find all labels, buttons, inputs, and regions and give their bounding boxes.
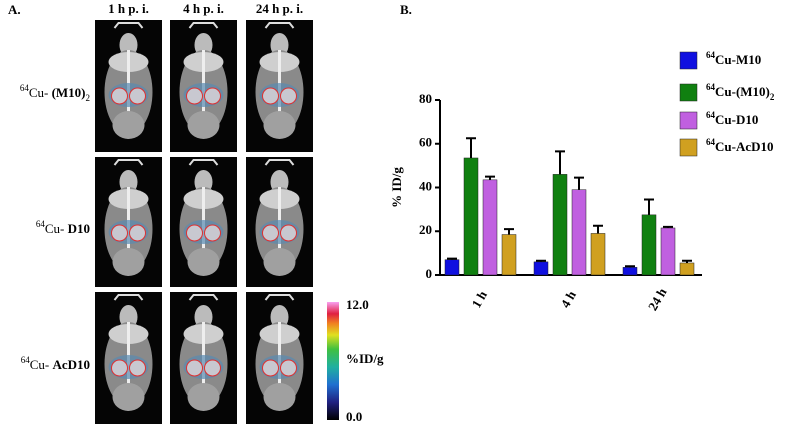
legend-swatch bbox=[679, 111, 698, 130]
scan-image bbox=[170, 20, 237, 152]
scan-image bbox=[95, 157, 162, 287]
bar bbox=[571, 189, 587, 276]
error-bar bbox=[555, 150, 565, 175]
colorbar-title: %ID/g bbox=[346, 351, 384, 366]
scan-image bbox=[95, 20, 162, 152]
error-bar bbox=[485, 175, 495, 180]
colorbar-min-label: 0.0 bbox=[346, 409, 362, 424]
row-label: 64Cu- AcD10 bbox=[21, 355, 90, 372]
legend-label: 64Cu-M10 bbox=[706, 50, 761, 67]
error-bar bbox=[574, 176, 584, 190]
x-tick-label: 1 h bbox=[468, 287, 490, 310]
legend-label: 64Cu-(M10)2 bbox=[706, 82, 775, 102]
error-bar bbox=[644, 198, 654, 215]
bar bbox=[482, 179, 498, 276]
bar bbox=[622, 267, 638, 276]
error-bar bbox=[593, 224, 603, 234]
row-label: 64Cu- D10 bbox=[36, 219, 90, 236]
column-header: 1 h p. i. bbox=[108, 1, 149, 16]
bar bbox=[590, 233, 606, 276]
scan-image bbox=[246, 292, 313, 424]
bar bbox=[501, 234, 517, 276]
bar bbox=[463, 157, 479, 276]
row-label: 64Cu- (M10)2 bbox=[20, 83, 90, 103]
y-tick-label: 40 bbox=[419, 178, 432, 193]
column-header: 24 h p. i. bbox=[256, 1, 303, 16]
bar bbox=[679, 262, 695, 276]
y-tick-label: 20 bbox=[419, 222, 432, 237]
error-bar bbox=[447, 257, 457, 260]
error-bar bbox=[663, 225, 673, 228]
panel-label: A. bbox=[8, 2, 21, 17]
bar bbox=[660, 227, 676, 276]
colorbar bbox=[327, 302, 339, 420]
scan-image bbox=[95, 292, 162, 424]
bar bbox=[641, 214, 657, 276]
scan-image bbox=[170, 157, 237, 287]
legend-swatch bbox=[679, 83, 698, 102]
error-bar bbox=[682, 259, 692, 263]
panel-label: B. bbox=[400, 2, 412, 17]
colorbar-max-label: 12.0 bbox=[346, 297, 369, 312]
bar bbox=[533, 261, 549, 276]
error-bar bbox=[466, 137, 476, 158]
scan-image bbox=[246, 20, 313, 152]
x-tick-label: 4 h bbox=[557, 287, 579, 310]
x-tick-label: 24 h bbox=[645, 285, 670, 314]
bar bbox=[552, 174, 568, 276]
scan-image bbox=[170, 292, 237, 424]
bar bbox=[444, 259, 460, 276]
legend-label: 64Cu-AcD10 bbox=[706, 137, 774, 154]
y-tick-label: 60 bbox=[419, 135, 432, 150]
y-tick-label: 80 bbox=[419, 91, 432, 106]
legend-swatch bbox=[679, 138, 698, 157]
error-bar bbox=[625, 265, 635, 268]
error-bar bbox=[536, 259, 546, 262]
legend-label: 64Cu-D10 bbox=[706, 110, 758, 127]
error-bar bbox=[504, 228, 514, 235]
scan-image bbox=[246, 157, 313, 287]
y-tick-label: 0 bbox=[426, 266, 433, 281]
legend-swatch bbox=[679, 51, 698, 70]
column-header: 4 h p. i. bbox=[183, 1, 224, 16]
y-axis-label: % ID/g bbox=[389, 167, 404, 208]
